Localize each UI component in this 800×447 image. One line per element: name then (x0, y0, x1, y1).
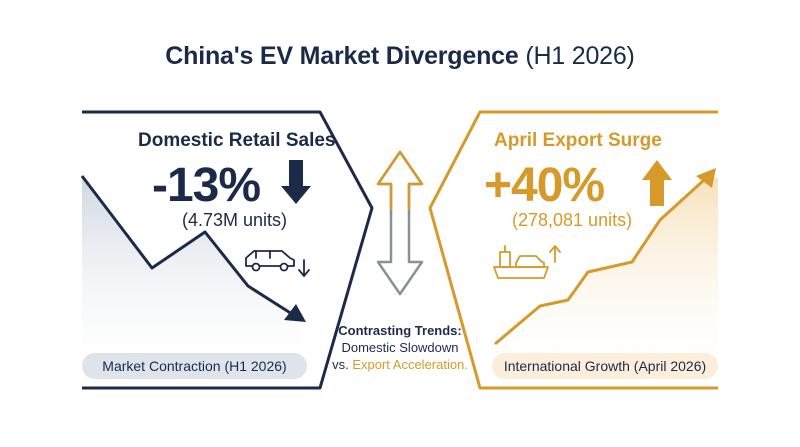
export-footer-label: International Growth (April 2026) (492, 353, 718, 379)
contrast-line-2: vs. Export Acceleration. (325, 356, 475, 373)
contrast-line-1: Domestic Slowdown (341, 340, 459, 355)
export-trend-arrowhead (696, 168, 716, 188)
double-arrow-icon (376, 150, 424, 296)
export-heading: April Export Surge (494, 130, 662, 151)
page-title-period: (H1 2026) (525, 42, 635, 70)
page-title-main: China's EV Market Divergence (165, 42, 519, 70)
domestic-units: (4.73M units) (182, 210, 288, 230)
export-trend-area (495, 178, 718, 388)
car-icon (245, 250, 310, 277)
arrow-up-icon (642, 160, 672, 206)
contrast-heading: Contrasting Trends: (338, 323, 462, 338)
export-trend-line (494, 178, 706, 346)
contrast-line-2-prefix: vs. (332, 357, 349, 372)
domestic-heading: Domestic Retail Sales (138, 130, 336, 151)
domestic-value: -13% (152, 159, 261, 212)
domestic-trend-area (82, 176, 300, 388)
contrast-caption: Contrasting Trends: Domestic Slowdown vs… (325, 322, 475, 373)
contrast-line-2-highlight: Export Acceleration. (352, 357, 468, 372)
export-value: +40% (484, 159, 605, 212)
page-title: China's EV Market Divergence (H1 2026) (0, 42, 800, 71)
domestic-footer-label: Market Contraction (H1 2026) (82, 353, 307, 379)
export-units: (278,081 units) (512, 210, 633, 230)
domestic-trend-line (80, 175, 293, 316)
arrow-down-icon (281, 160, 311, 204)
domestic-trend-arrowhead (284, 304, 306, 322)
cargo-ship-icon (493, 245, 561, 279)
